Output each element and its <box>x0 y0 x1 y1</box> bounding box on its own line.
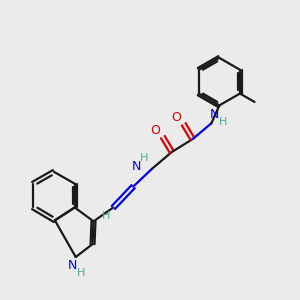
Text: H: H <box>219 117 227 127</box>
Text: N: N <box>68 260 77 272</box>
Text: H: H <box>76 268 85 278</box>
Text: O: O <box>150 124 160 137</box>
Text: O: O <box>171 111 181 124</box>
Text: N: N <box>210 108 219 121</box>
Text: H: H <box>140 153 148 163</box>
Text: H: H <box>102 212 111 221</box>
Text: N: N <box>131 160 141 173</box>
